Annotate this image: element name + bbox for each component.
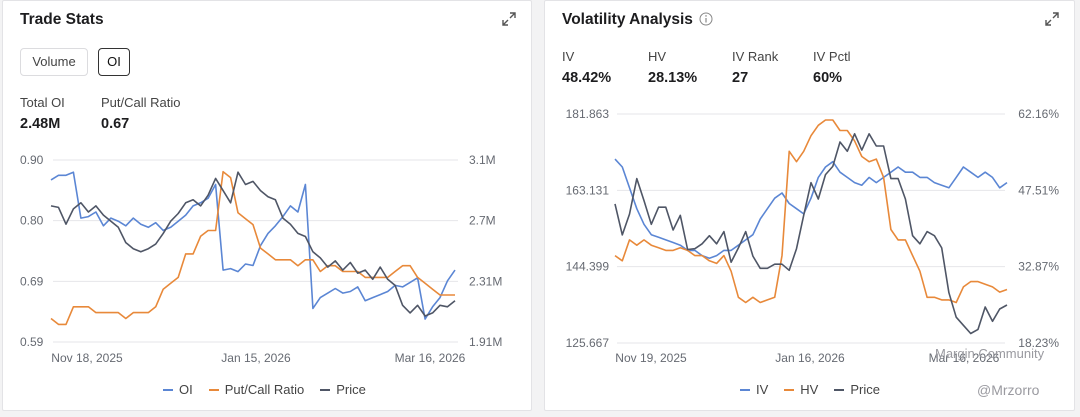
info-icon[interactable] [699,12,713,26]
iv-rank-value: 27 [732,70,749,86]
expand-icon[interactable] [501,11,517,27]
legend-label-price: Price [850,382,880,397]
volatility-legend: IV HV Price [740,382,880,397]
x-axis-tick-label: Jan 16, 2026 [775,351,845,365]
put-call-ratio-value: 0.67 [101,116,130,132]
hv-label: HV [648,49,667,64]
x-axis-tick-label: Jan 15, 2026 [221,351,291,365]
x-axis-tick-label: Nov 19, 2025 [615,351,687,365]
legend-swatch-oi [163,388,173,391]
right-axis-tick-label: 2.31M [469,274,502,288]
left-axis-tick-label: 125.667 [566,336,610,350]
left-axis-tick-label: 0.69 [20,274,44,288]
oi-button[interactable]: OI [98,48,130,76]
volatility-analysis-title: Volatility Analysis [562,11,693,28]
volume-button[interactable]: Volume [20,48,88,76]
legend-item-hv[interactable]: HV [784,382,818,397]
iv-value: 48.42% [562,70,612,86]
legend-item-price[interactable]: Price [320,382,366,397]
series-line-hv [614,119,1008,304]
trade-stats-legend: OI Put/Call Ratio Price [163,382,366,397]
iv-rank-label: IV Rank [732,49,779,64]
legend-item-put-call-ratio[interactable]: Put/Call Ratio [208,382,305,397]
series-line-put-call-ratio [50,170,455,326]
watermark-text: Margin Community [935,346,1045,361]
legend-swatch-hv [784,388,795,391]
hv-value: 28.13% [648,70,698,86]
right-axis-tick-label: 3.1M [469,153,496,167]
right-axis-tick-label: 62.16% [1018,107,1059,121]
iv-label: IV [562,49,575,64]
left-axis-tick-label: 181.863 [566,107,610,121]
iv-pctl-label: IV Pctl [813,49,851,64]
legend-label-price: Price [336,382,366,397]
left-axis-tick-label: 144.399 [566,260,610,274]
left-axis-tick-label: 0.90 [20,153,44,167]
trade-stats-panel: Trade Stats Volume OI Total OI 2.48M Put… [2,0,532,411]
trade-stats-chart: 0.90 3.1M 0.80 2.7M 0.69 2.31M 0.59 1.91M Nov 18… [20,153,502,365]
legend-item-iv[interactable]: IV [740,382,768,397]
iv-pctl-value: 60% [813,70,843,86]
legend-swatch-price [320,388,331,391]
right-axis-tick-label: 18.23% [1018,336,1059,350]
put-call-ratio-label: Put/Call Ratio [101,95,181,110]
series-line-iv [614,158,1008,259]
series-line-oi [50,171,456,320]
legend-item-oi[interactable]: OI [163,382,193,397]
expand-icon[interactable] [1044,11,1060,27]
watermark-handle: @Mrzorro [977,382,1040,398]
legend-label-oi: OI [179,382,193,397]
volatility-analysis-panel: Volatility Analysis IV 48.42% HV 28.13% … [544,0,1075,411]
right-axis-tick-label: 2.7M [469,214,496,228]
x-axis-tick-label: Mar 16, 2026 [395,351,466,365]
legend-swatch-iv [740,388,750,391]
volatility-chart: 181.863 62.16% 163.131 47.51% 144.399 32.87% 1… [566,107,1060,365]
legend-item-price[interactable]: Price [834,382,880,397]
total-oi-label: Total OI [20,95,65,110]
legend-label-put-call-ratio: Put/Call Ratio [224,382,305,397]
legend-label-hv: HV [800,382,819,397]
series-line-price [614,132,1008,335]
x-axis-tick-label: Nov 18, 2025 [51,351,123,365]
left-axis-tick-label: 163.131 [566,183,610,197]
x-axis-tick-label: Mar 16, 2026 [929,351,1000,365]
total-oi-value: 2.48M [20,116,61,132]
trade-stats-title: Trade Stats [20,11,104,28]
legend-swatch-put-call-ratio [208,388,219,391]
legend-swatch-price [834,388,845,391]
left-axis-tick-label: 0.59 [20,335,44,349]
series-line-price [50,171,456,317]
right-axis-tick-label: 1.91M [469,335,502,349]
right-axis-tick-label: 32.87% [1018,260,1059,274]
legend-label-iv: IV [756,382,769,397]
left-axis-tick-label: 0.80 [20,214,44,228]
right-axis-tick-label: 47.51% [1018,183,1059,197]
